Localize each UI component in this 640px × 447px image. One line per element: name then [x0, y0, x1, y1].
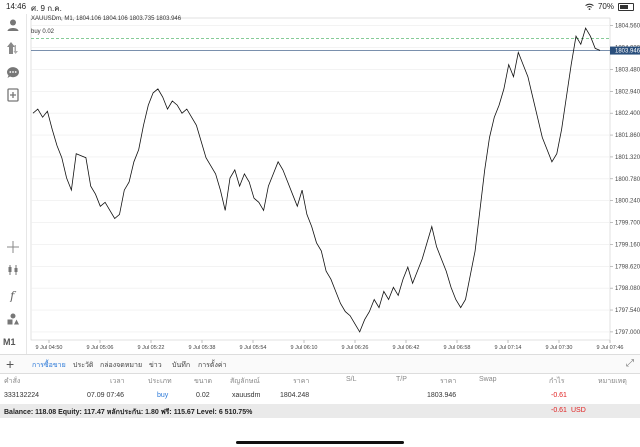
x-tick-label: 9 Jul 05:54 — [240, 345, 267, 351]
tab-journal[interactable]: บันทึก — [172, 362, 191, 369]
status-date: ศ. 9 ก.ค. — [31, 4, 62, 13]
col-tp: T/P — [396, 376, 407, 383]
expand-icon[interactable]: ⤢ — [626, 358, 634, 369]
order-time: 07.09 07:46 — [87, 392, 124, 399]
order-type: buy — [157, 392, 169, 399]
orders-header: คำสั่ง เวลา ประเภท ขนาด สัญลักษณ์ ราคา S… — [0, 373, 640, 387]
order-label: buy 0.02 — [31, 29, 55, 35]
y-tick-label: 1804.560 — [615, 24, 640, 30]
total-profit: -0.61 — [551, 407, 567, 414]
wifi-icon — [585, 3, 594, 10]
account-icon[interactable] — [4, 16, 22, 34]
order-current: 1803.946 — [427, 392, 457, 399]
col-order: คำสั่ง — [4, 378, 21, 385]
col-current: ราคา — [440, 378, 457, 385]
chart-type-icon[interactable] — [4, 261, 22, 279]
balance-bar: Balance: 118.08 Equity: 117.47 หลักประกั… — [0, 404, 640, 418]
col-swap: Swap — [479, 376, 497, 383]
balance-text: Balance: 118.08 Equity: 117.47 หลักประกั… — [4, 409, 253, 416]
x-tick-label: 9 Jul 04:50 — [36, 345, 63, 351]
status-time: 14:46 — [6, 2, 27, 11]
y-tick-label: 1801.320 — [615, 155, 640, 161]
col-time: เวลา — [110, 378, 125, 385]
order-symbol: xauusdm — [232, 392, 261, 399]
tab-news[interactable]: ข่าว — [149, 362, 162, 369]
objects-icon[interactable] — [4, 310, 22, 328]
y-tick-label: 1798.080 — [615, 286, 640, 292]
x-tick-label: 9 Jul 06:58 — [444, 345, 471, 351]
y-tick-label: 1798.620 — [615, 264, 640, 270]
tab-mailbox[interactable]: กล่องจดหมาย — [100, 362, 143, 369]
col-volume: ขนาด — [194, 378, 213, 385]
x-tick-label: 9 Jul 07:30 — [546, 345, 573, 351]
new-order-icon[interactable] — [4, 86, 22, 104]
x-tick-label: 9 Jul 06:26 — [342, 345, 369, 351]
chart-toolbar: f M1 — [0, 14, 27, 354]
y-tick-label: 1800.780 — [615, 177, 640, 183]
col-comment: หมายเหตุ — [598, 378, 627, 385]
y-tick-label: 1800.240 — [615, 199, 640, 205]
add-icon[interactable]: + — [6, 356, 15, 372]
col-profit: กำไร — [549, 378, 565, 385]
crosshair-icon[interactable] — [4, 238, 22, 256]
svg-text:f: f — [9, 289, 17, 302]
tab-trade[interactable]: การซื้อขาย — [32, 362, 66, 369]
x-tick-label: 9 Jul 06:10 — [291, 345, 318, 351]
status-bar: 14:46 ศ. 9 ก.ค. 70% — [0, 0, 640, 14]
home-indicator — [236, 441, 404, 444]
col-price: ราคา — [293, 378, 310, 385]
col-symbol: สัญลักษณ์ — [230, 378, 260, 385]
x-tick-label: 9 Jul 07:46 — [597, 345, 624, 351]
battery-percent: 70% — [597, 2, 614, 11]
trade-icon[interactable] — [4, 39, 22, 57]
y-tick-label: 1802.400 — [615, 111, 640, 117]
order-id: 333132224 — [4, 392, 40, 399]
y-tick-label: 1801.860 — [615, 133, 640, 139]
x-tick-label: 9 Jul 07:14 — [495, 345, 522, 351]
col-sl: S/L — [346, 376, 357, 383]
price-series-line — [32, 27, 601, 333]
battery-icon — [618, 2, 634, 11]
x-tick-label: 9 Jul 05:06 — [87, 345, 114, 351]
y-tick-label: 1799.160 — [615, 242, 640, 248]
order-price: 1804.248 — [280, 392, 310, 399]
tab-settings[interactable]: การตั้งค่า — [198, 362, 227, 369]
chat-icon[interactable] — [4, 63, 22, 81]
y-tick-label: 1797.540 — [615, 308, 640, 314]
current-price-tag — [610, 46, 640, 55]
price-chart[interactable]: 1804.5601804.0201803.4801802.9401802.400… — [27, 14, 640, 354]
table-row[interactable]: 333132224 07.09 07:46 buy 0.02 xauusdm 1… — [0, 389, 640, 403]
x-tick-label: 9 Jul 05:22 — [138, 345, 165, 351]
y-tick-label: 1797.000 — [615, 330, 640, 336]
indicator-icon[interactable]: f — [4, 286, 22, 304]
symbol-info: XAUUSDm, M1, 1804.106 1804.106 1803.735 … — [31, 16, 182, 22]
tab-history[interactable]: ประวัติ — [73, 362, 94, 369]
terminal-tabs: + การซื้อขาย ประวัติ กล่องจดหมาย ข่าว บั… — [0, 354, 640, 374]
order-volume: 0.02 — [196, 392, 210, 399]
x-tick-label: 9 Jul 06:42 — [393, 345, 420, 351]
order-profit: -0.61 — [551, 392, 567, 399]
status-right: 70% — [585, 2, 634, 11]
y-tick-label: 1802.940 — [615, 89, 640, 95]
x-tick-label: 9 Jul 05:38 — [189, 345, 216, 351]
y-tick-label: 1803.480 — [615, 67, 640, 73]
y-tick-label: 1799.700 — [615, 221, 640, 227]
currency-label: USD — [571, 407, 586, 414]
timeframe-label[interactable]: M1 — [3, 337, 16, 347]
col-type: ประเภท — [148, 378, 172, 385]
chart-canvas[interactable]: 1804.5601804.0201803.4801802.9401802.400… — [27, 14, 640, 354]
current-price-label: 1803.946 — [615, 49, 640, 55]
